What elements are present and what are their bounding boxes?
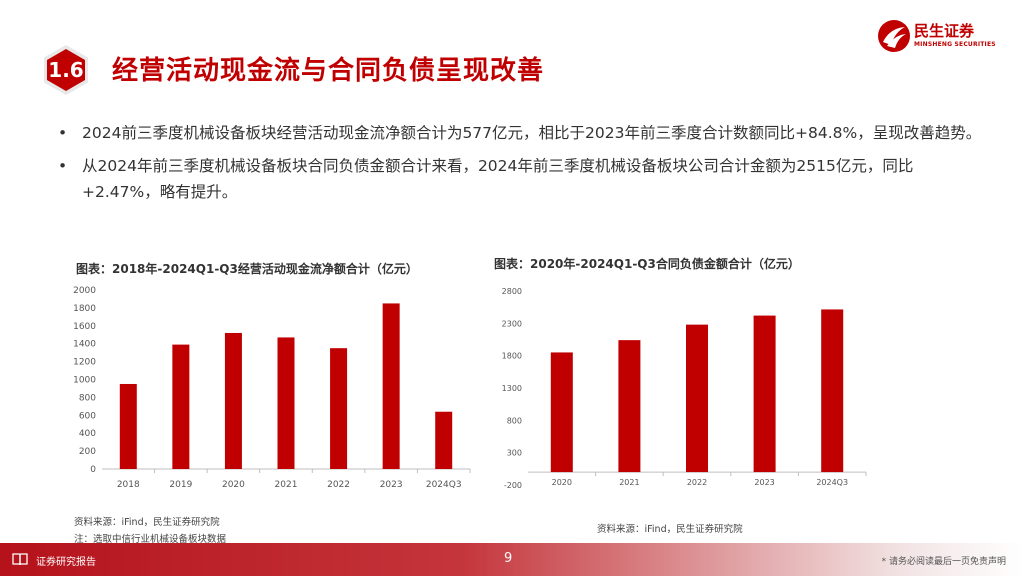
contract-liability-bar-chart: -200 300 800 1300 1800 2300 2800 2020 2021 2022 20… [502, 287, 867, 490]
right-chart-title: 图表：2020年-2024Q1-Q3合同负债金额合计（亿元） [494, 257, 800, 271]
right-chart-y-tick-label: -200 [504, 481, 522, 490]
logo-text-en: MINSHENG SECURITIES [914, 41, 996, 48]
right-chart-source: 资料来源：iFind，民生证券研究院 [597, 524, 743, 535]
left-chart-y-tick-label: 0 [90, 465, 96, 475]
right-chart-y-tick-label: 1800 [502, 352, 522, 361]
footer: 证券研究报告 9 * 请务必阅读最后一页免责声明 [0, 543, 1024, 576]
left-chart-bar-2019 [172, 344, 190, 469]
left-chart-note: 注：选取中信行业机械设备板块数据 [74, 534, 227, 545]
bullet-text: 2024前三季度机械设备板块经营活动现金流净额合计为577亿元，相比于2023年… [82, 124, 982, 142]
footer-bar [0, 543, 1024, 576]
left-chart-y-tick-label: 1000 [73, 376, 96, 386]
right-chart-x-tick-label: 2024Q3 [816, 478, 848, 487]
cashflow-bar-chart: 0 200 400 600 800 1000 1200 1400 1600 1800 2000 201… [73, 286, 471, 490]
book-icon [12, 553, 28, 566]
footer-label: 证券研究报告 [36, 557, 96, 568]
bullet-text: 从2024年前三季度机械设备板块合同负债金额合计来看，2024年前三季度机械设备… [82, 157, 914, 201]
left-chart-title: 图表：2018年-2024Q1-Q3经营活动现金流净额合计（亿元） [76, 262, 418, 276]
left-chart-x-tick-label: 2024Q3 [426, 480, 462, 490]
left-chart-bar-2023 [382, 303, 400, 469]
right-chart-bar-2020 [550, 352, 573, 473]
left-chart-y-tick-label: 600 [79, 411, 96, 421]
left-chart-bar-2021 [277, 337, 295, 469]
right-chart-bar-2024Q3 [821, 309, 844, 473]
right-chart-bar-2022 [686, 324, 708, 473]
left-chart-bar-2022 [330, 348, 348, 469]
left-chart-y-tick-label: 1600 [73, 322, 96, 332]
right-chart-x-tick-label: 2021 [619, 478, 639, 487]
right-chart-x-tick-label: 2023 [754, 478, 774, 487]
right-chart-bar-2021 [618, 340, 641, 473]
right-chart-y-tick-label: 300 [507, 449, 522, 458]
logo-text-cn: 民生证券 [914, 22, 975, 40]
bullet-list: • 2024前三季度机械设备板块经营活动现金流净额合计为577亿元，相比于202… [58, 120, 988, 212]
left-chart-bar-2018 [119, 383, 137, 469]
left-chart-y-tick-label: 1400 [73, 340, 96, 350]
bullet-dot: • [58, 124, 68, 142]
left-chart-x-tick-label: 2018 [117, 480, 140, 490]
right-chart-y-tick-label: 800 [507, 416, 522, 425]
bullet-item: • 2024前三季度机械设备板块经营活动现金流净额合计为577亿元，相比于202… [58, 120, 988, 146]
left-chart-x-tick-label: 2022 [327, 480, 350, 490]
section-number-badge [44, 45, 88, 95]
disclaimer: * 请务必阅读最后一页免责声明 [881, 557, 1006, 567]
left-chart-y-tick-label: 1800 [73, 304, 96, 314]
left-chart-bar-2020 [224, 332, 242, 469]
left-chart-y-tick-label: 200 [79, 447, 96, 457]
bullet-dot: • [58, 157, 68, 175]
left-chart-x-tick-label: 2019 [169, 480, 192, 490]
right-chart-y-tick-label: 1300 [502, 384, 522, 393]
left-chart-y-tick-label: 800 [79, 393, 96, 403]
bullet-item: • 从2024年前三季度机械设备板块合同负债金额合计来看，2024年前三季度机械… [58, 153, 988, 205]
page-title: 经营活动现金流与合同负债呈现改善 [112, 56, 545, 86]
right-chart-y-tick-label: 2800 [502, 287, 522, 296]
left-chart-y-tick-label: 400 [79, 429, 96, 439]
left-chart-x-tick-label: 2020 [222, 480, 245, 490]
section-number: 1.6 [48, 58, 84, 82]
page-number: 9 [504, 551, 513, 566]
left-chart-x-tick-label: 2021 [275, 480, 298, 490]
left-chart-y-tick-label: 2000 [73, 286, 96, 296]
right-chart-x-tick-label: 2022 [687, 478, 707, 487]
company-logo: 民生证券 MINSHENG SECURITIES [876, 18, 998, 54]
left-chart-source: 资料来源：iFind，民生证券研究院 [74, 517, 220, 528]
right-chart-x-tick-label: 2020 [552, 478, 572, 487]
left-chart-bar-2024Q3 [435, 411, 453, 469]
minsheng-logo-icon [878, 20, 910, 52]
left-chart-x-tick-label: 2023 [380, 480, 403, 490]
left-chart-y-tick-label: 1200 [73, 358, 96, 368]
right-chart-y-tick-label: 2300 [502, 319, 522, 328]
right-chart-bar-2023 [753, 315, 776, 473]
